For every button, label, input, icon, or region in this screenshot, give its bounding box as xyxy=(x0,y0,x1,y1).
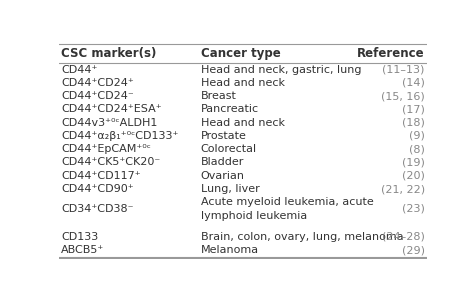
Text: Head and neck: Head and neck xyxy=(201,78,285,88)
Text: CD44⁺EpCAM⁺⁰ᶜ: CD44⁺EpCAM⁺⁰ᶜ xyxy=(61,144,151,154)
Text: Pancreatic: Pancreatic xyxy=(201,104,259,114)
Text: CD44⁺CD24⁺: CD44⁺CD24⁺ xyxy=(61,78,134,88)
Text: CD44⁺CD117⁺: CD44⁺CD117⁺ xyxy=(61,171,141,181)
Text: Acute myeloid leukemia, acute
lymphoid leukemia: Acute myeloid leukemia, acute lymphoid l… xyxy=(201,197,374,221)
Text: Head and neck: Head and neck xyxy=(201,118,285,128)
Text: (19): (19) xyxy=(402,157,425,168)
Text: CD44⁺α₂β₁⁺⁰ᶜCD133⁺: CD44⁺α₂β₁⁺⁰ᶜCD133⁺ xyxy=(61,131,179,141)
Text: CD44v3⁺⁰ᶜALDH1: CD44v3⁺⁰ᶜALDH1 xyxy=(61,118,157,128)
Text: CD44⁺CK5⁺CK20⁻: CD44⁺CK5⁺CK20⁻ xyxy=(61,157,160,168)
Text: Ovarian: Ovarian xyxy=(201,171,245,181)
Text: (21, 22): (21, 22) xyxy=(381,184,425,194)
Text: Colorectal: Colorectal xyxy=(201,144,257,154)
Text: (8): (8) xyxy=(409,144,425,154)
Text: (18): (18) xyxy=(402,118,425,128)
Text: (11–13): (11–13) xyxy=(383,65,425,74)
Text: (14): (14) xyxy=(402,78,425,88)
Text: (15, 16): (15, 16) xyxy=(381,91,425,101)
Text: Breast: Breast xyxy=(201,91,237,101)
Text: CD44⁺CD24⁻: CD44⁺CD24⁻ xyxy=(61,91,134,101)
Text: Brain, colon, ovary, lung, melanoma: Brain, colon, ovary, lung, melanoma xyxy=(201,232,403,242)
Text: Lung, liver: Lung, liver xyxy=(201,184,259,194)
Text: CSC marker(s): CSC marker(s) xyxy=(61,47,156,60)
Text: (9): (9) xyxy=(409,131,425,141)
Text: (24–28): (24–28) xyxy=(382,232,425,242)
Text: CD44⁺: CD44⁺ xyxy=(61,65,98,74)
Text: (23): (23) xyxy=(402,204,425,214)
Text: (17): (17) xyxy=(402,104,425,114)
Text: CD44⁺CD24⁺ESA⁺: CD44⁺CD24⁺ESA⁺ xyxy=(61,104,162,114)
Text: (20): (20) xyxy=(402,171,425,181)
Text: ABCB5⁺: ABCB5⁺ xyxy=(61,245,104,255)
Text: CD44⁺CD90⁺: CD44⁺CD90⁺ xyxy=(61,184,134,194)
Text: Melanoma: Melanoma xyxy=(201,245,259,255)
Text: Bladder: Bladder xyxy=(201,157,244,168)
Text: Reference: Reference xyxy=(357,47,425,60)
Text: (29): (29) xyxy=(402,245,425,255)
Text: Cancer type: Cancer type xyxy=(201,47,281,60)
Text: CD133: CD133 xyxy=(61,232,98,242)
Text: Prostate: Prostate xyxy=(201,131,246,141)
Text: Head and neck, gastric, lung: Head and neck, gastric, lung xyxy=(201,65,361,74)
Text: CD34⁺CD38⁻: CD34⁺CD38⁻ xyxy=(61,204,134,214)
